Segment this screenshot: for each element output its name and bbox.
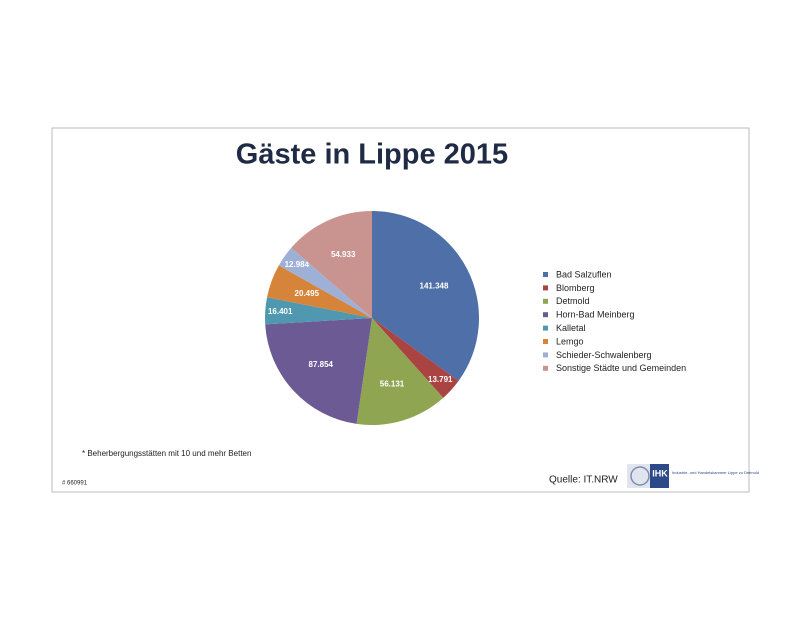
legend-swatch: [543, 325, 548, 331]
legend-swatch: [543, 352, 548, 358]
data-label: 13.791: [428, 375, 453, 384]
legend-label: Schieder-Schwalenberg: [556, 350, 652, 360]
logo-mark: IHK: [652, 468, 668, 478]
data-label: 16.401: [268, 307, 293, 316]
data-label: 20.495: [295, 289, 320, 298]
legend-swatch: [543, 298, 548, 304]
data-label: 141.348: [420, 282, 449, 291]
footnote: * Beherbergungsstätten mit 10 und mehr B…: [82, 449, 251, 458]
slide-code: # 660991: [62, 481, 88, 487]
pie-slice: [372, 318, 459, 398]
logo-emblem-circle: [630, 466, 650, 486]
legend-label: Blomberg: [556, 283, 595, 293]
legend-label: Sonstige Städte und Gemeinden: [556, 363, 686, 373]
legend: Bad Salzuflen Blomberg Detmold Horn-Bad Mei…: [543, 269, 686, 373]
pie-slice: [278, 247, 372, 318]
data-label: 54.933: [331, 250, 356, 259]
pie-slice: [291, 211, 372, 318]
pie-slice: [356, 318, 444, 425]
legend-label: Detmold: [556, 296, 590, 306]
legend-label: Bad Salzuflen: [556, 269, 612, 279]
legend-label: Lemgo: [556, 336, 584, 346]
pie-slice: [265, 318, 372, 424]
logo-name: Industrie- und Handelskammer Lippe zu De…: [672, 470, 759, 475]
legend-swatch: [543, 285, 548, 291]
legend-swatch: [543, 312, 548, 318]
legend-swatch: [543, 339, 548, 344]
chart-title: Gäste in Lippe 2015: [236, 139, 508, 171]
source: Quelle: IT.NRW: [549, 475, 618, 486]
data-label: 87.854: [309, 360, 334, 369]
data-label: 56.131: [380, 380, 405, 389]
pie-slice: [267, 265, 372, 318]
pie-slice: [372, 211, 479, 381]
pie-slice: [265, 297, 372, 325]
legend-swatch: [543, 272, 548, 277]
legend-label: Horn-Bad Meinberg: [556, 310, 635, 320]
logo-box: [650, 464, 669, 488]
legend-swatch: [543, 365, 548, 371]
legend-label: Kalletal: [556, 323, 586, 333]
data-label: 12.984: [285, 260, 310, 269]
